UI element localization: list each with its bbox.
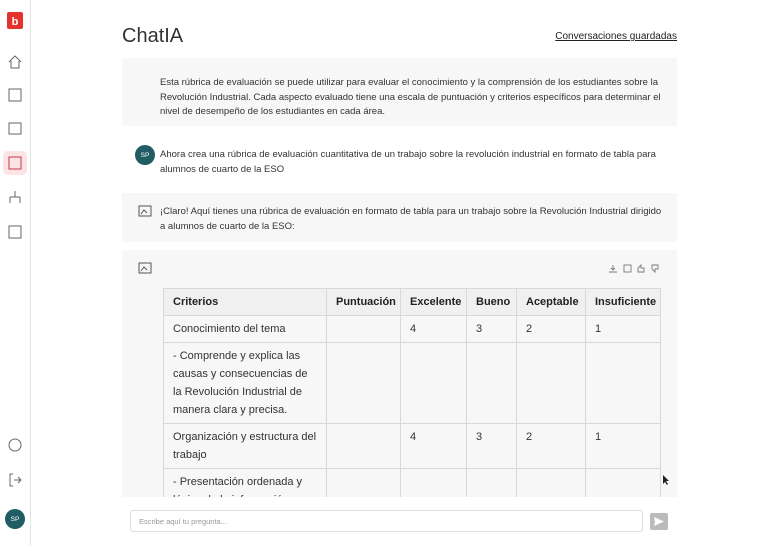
svg-text:b: b: [12, 16, 19, 28]
assistant-message: Esta rúbrica de evaluación se puede util…: [122, 58, 677, 126]
like-icon[interactable]: [637, 264, 645, 273]
table-cell: [585, 342, 661, 424]
table-header: Bueno: [466, 288, 517, 316]
table-cell: [326, 342, 401, 424]
table-row: Conocimiento del tema 4 3 2 1: [163, 315, 661, 343]
table-cell: [466, 342, 517, 424]
table-header: Excelente: [400, 288, 467, 316]
saved-conversations-link[interactable]: Conversaciones guardadas: [555, 31, 677, 42]
table-header: Aceptable: [516, 288, 586, 316]
table-cell: [326, 423, 401, 469]
table-row: Organización y estructura del trabajo 4 3 2…: [163, 423, 661, 469]
nav-icon[interactable]: [8, 122, 22, 135]
chat-area: Esta rúbrica de evaluación se puede util…: [0, 50, 768, 497]
logo[interactable]: [7, 12, 23, 29]
user-avatar[interactable]: SP: [5, 509, 25, 529]
help-icon[interactable]: [8, 438, 22, 452]
message-text: Esta rúbrica de evaluación se puede util…: [160, 77, 661, 117]
table-cell: 3: [466, 423, 517, 469]
table-cell: [400, 342, 467, 424]
table-cell: Organización y estructura del trabajo: [163, 423, 327, 469]
nav-icon[interactable]: [8, 88, 22, 102]
save-icon[interactable]: [623, 264, 632, 273]
home-icon[interactable]: [8, 55, 22, 69]
message-actions: [609, 264, 659, 274]
app-title: ChatIA: [122, 25, 184, 47]
table-cell: 4: [400, 315, 467, 343]
message-text: Ahora crea una rúbrica de evaluación cua…: [160, 149, 656, 175]
table-cell: - Presentación ordenada y lógica de la i…: [163, 468, 327, 497]
sidebar: b SP: [0, 0, 31, 546]
table-cell: [585, 468, 661, 497]
table-header: Puntuación: [326, 288, 401, 316]
table-cell: 2: [516, 315, 586, 343]
download-icon[interactable]: [609, 265, 617, 273]
bot-icon: [138, 262, 152, 274]
table-cell: [516, 342, 586, 424]
logout-icon[interactable]: [9, 473, 22, 487]
table-cell: [466, 468, 517, 497]
assistant-message: ¡Claro! Aquí tienes una rúbrica de evalu…: [122, 193, 677, 242]
message-avatar: SP: [135, 145, 155, 165]
table-cell: 2: [516, 423, 586, 469]
table-cell: 3: [466, 315, 517, 343]
table-header: Insuficiente: [585, 288, 661, 316]
table-cell: Conocimiento del tema: [163, 315, 327, 343]
table-cell: [326, 468, 401, 497]
dislike-icon[interactable]: [651, 264, 659, 274]
table-cell: [400, 468, 467, 497]
table-cell: [326, 315, 401, 343]
rubric-table: Criterios Puntuación Excelente Bueno Aceptab…: [163, 288, 661, 497]
sidebar-icons: b: [3, 12, 27, 487]
send-button[interactable]: [650, 513, 668, 530]
assistant-table-message: Criterios Puntuación Excelente Bueno Aceptab…: [122, 250, 677, 497]
chat-input[interactable]: Escribe aquí tu pregunta...: [130, 510, 643, 532]
table-cell: 4: [400, 423, 467, 469]
message-text: ¡Claro! Aquí tienes una rúbrica de evalu…: [160, 206, 662, 232]
nav-icon-active[interactable]: [8, 156, 22, 170]
bot-icon: [138, 205, 152, 217]
user-message: SP Ahora crea una rúbrica de evaluación …: [122, 140, 677, 180]
table-header: Criterios: [163, 288, 327, 316]
table-cell: 1: [585, 423, 661, 469]
table-cell: 1: [585, 315, 661, 343]
cursor: [663, 475, 669, 485]
table-row: - Presentación ordenada y lógica de la i…: [163, 468, 661, 497]
table-cell: [516, 468, 586, 497]
table-row: - Comprende y explica las causas y conse…: [163, 342, 661, 424]
nav-icon[interactable]: [9, 191, 21, 203]
table-cell: - Comprende y explica las causas y conse…: [163, 342, 327, 424]
nav-icon[interactable]: [8, 225, 22, 239]
